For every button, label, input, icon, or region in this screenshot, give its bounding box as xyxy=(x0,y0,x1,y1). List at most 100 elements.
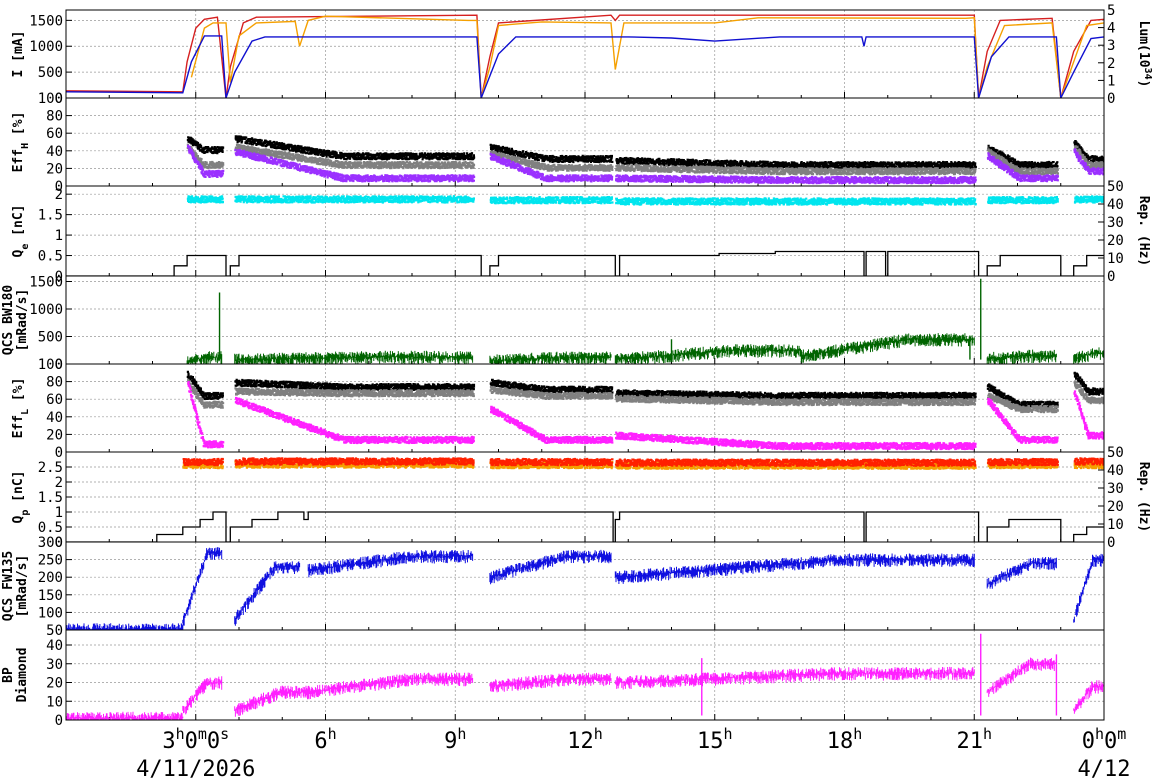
y-tick-label: 0 xyxy=(55,269,63,285)
series-band xyxy=(986,349,1057,364)
y-tick-label: 2.5 xyxy=(38,460,63,476)
y-right-tick-label: 10 xyxy=(1107,517,1124,533)
y-tick-label: 60 xyxy=(46,126,63,142)
series-points xyxy=(986,383,1059,409)
y-axis-label: QCS BW180 xyxy=(1,285,16,356)
series-band xyxy=(489,549,612,585)
y-tick-label: 500 xyxy=(38,65,63,81)
series-band xyxy=(1073,347,1104,364)
series-points xyxy=(987,397,1059,444)
y-tick-label: 0 xyxy=(55,445,63,461)
y-axis-label: BP xyxy=(1,667,16,683)
y-right-tick-label: 1 xyxy=(1107,73,1115,89)
series-band xyxy=(186,351,223,364)
panel-frame xyxy=(65,629,1105,721)
series-points xyxy=(1073,145,1104,170)
series-points xyxy=(234,143,476,170)
series-points xyxy=(489,150,614,172)
y-tick-label: 60 xyxy=(46,392,63,408)
series-points xyxy=(987,196,1059,205)
y-right-tick-label: 20 xyxy=(1107,233,1124,249)
y-tick-label: 100 xyxy=(38,91,63,107)
y-axis-label-2: [mRad/s] xyxy=(15,555,30,618)
y-axis-label: QCS FW135 xyxy=(1,551,16,621)
y-tick-label: 500 xyxy=(38,330,63,346)
series-line xyxy=(66,14,1104,98)
x-tick-label: 9h xyxy=(444,725,466,754)
series-points xyxy=(615,164,977,176)
y-right-tick-label: 50 xyxy=(1107,179,1124,195)
series-points xyxy=(615,174,977,185)
series-points xyxy=(234,148,476,183)
y-right-tick-label: 30 xyxy=(1107,215,1124,231)
series-band xyxy=(986,657,1057,697)
series-band xyxy=(307,672,474,700)
series-group xyxy=(66,14,1104,98)
x-tick-label: 15h xyxy=(697,725,733,754)
y-tick-label: 1000 xyxy=(29,302,63,318)
y-tick-label: 80 xyxy=(46,375,63,391)
y-right-tick-label: 10 xyxy=(1107,251,1124,267)
series-band xyxy=(1073,553,1104,623)
series-group xyxy=(66,547,1104,630)
y-right-tick-label: 50 xyxy=(1107,445,1124,461)
y-tick-label: 2 xyxy=(55,475,63,491)
y-axis-label: I [mA] xyxy=(11,31,26,78)
x-axis: 3h0m0s 6h 9h 12h 15h 18h 21h 0h0m 4/11/2026 4/12 xyxy=(136,725,1130,782)
y-right-tick-label: 4 xyxy=(1107,21,1115,37)
y-axis-label: EffH [%] xyxy=(11,112,31,173)
series-points xyxy=(615,197,977,206)
y-tick-label: 1.5 xyxy=(38,490,63,506)
y-tick-label: 0 xyxy=(55,535,63,551)
x-tick-label: 21h xyxy=(956,725,992,754)
series-points xyxy=(489,385,614,400)
series-band xyxy=(182,676,223,715)
x-tick-label: 6h xyxy=(314,725,336,754)
y-tick-label: 300 xyxy=(38,535,63,551)
y-tick-label: 1500 xyxy=(29,275,63,291)
x-tick-label: 18h xyxy=(827,725,863,754)
series-points xyxy=(1073,140,1104,164)
y-tick-label: 0 xyxy=(55,91,63,107)
y-tick-label: 40 xyxy=(46,638,63,654)
panel-bp-diamond: 0 10 20 30 40 BP Diamond xyxy=(1,629,1105,729)
series-points xyxy=(1073,195,1104,204)
y-right-tick-label: 30 xyxy=(1107,481,1124,497)
y-tick-label: 10 xyxy=(46,694,63,710)
series-points xyxy=(615,394,977,407)
series-points xyxy=(234,378,476,392)
series-band xyxy=(307,550,474,578)
y-right-tick-label: 0 xyxy=(1107,535,1115,551)
panel-qcs-bw180: 0 500 1000 1500 QCS BW180 [mRad/s] xyxy=(1,275,1105,373)
panel-beam-current: 0 500 1000 1500 0 12 34 5 Lum(1034) I [mA] xyxy=(11,3,1154,107)
series-line xyxy=(66,35,1104,98)
y-tick-label: 0 xyxy=(55,713,63,729)
y-axis-label-2: [mRad/s] xyxy=(15,289,30,352)
series-points xyxy=(987,457,1059,467)
y-tick-label: 40 xyxy=(46,410,63,426)
y-right-tick-label: 40 xyxy=(1107,463,1124,479)
y-right-tick-label: 5 xyxy=(1107,3,1115,19)
series-points xyxy=(987,144,1059,170)
series-group xyxy=(66,195,1104,276)
y-right-tick-label: 2 xyxy=(1107,56,1115,72)
series-points xyxy=(489,143,614,164)
y-right-axis-label: Rep. (Hz) xyxy=(1136,196,1151,266)
y-right-axis-label: Rep. (Hz) xyxy=(1136,462,1151,532)
y-tick-label: 20 xyxy=(46,676,63,692)
series-points xyxy=(614,458,977,467)
series-points xyxy=(186,143,225,170)
series-group xyxy=(66,633,1104,720)
series-group xyxy=(186,370,1104,451)
y-tick-label: 100 xyxy=(38,357,63,373)
x-date-left: 4/11/2026 xyxy=(136,757,255,782)
series-band xyxy=(182,547,223,626)
series-points xyxy=(234,195,475,204)
series-points xyxy=(187,144,225,178)
y-tick-label: 1500 xyxy=(29,13,63,29)
x-tick-label: 3h0m0s xyxy=(162,725,229,754)
series-line xyxy=(190,15,1104,98)
y-tick-label: 0 xyxy=(55,357,63,373)
y-axis-label: Qp [nC] xyxy=(11,471,31,524)
series-points xyxy=(1073,148,1104,176)
